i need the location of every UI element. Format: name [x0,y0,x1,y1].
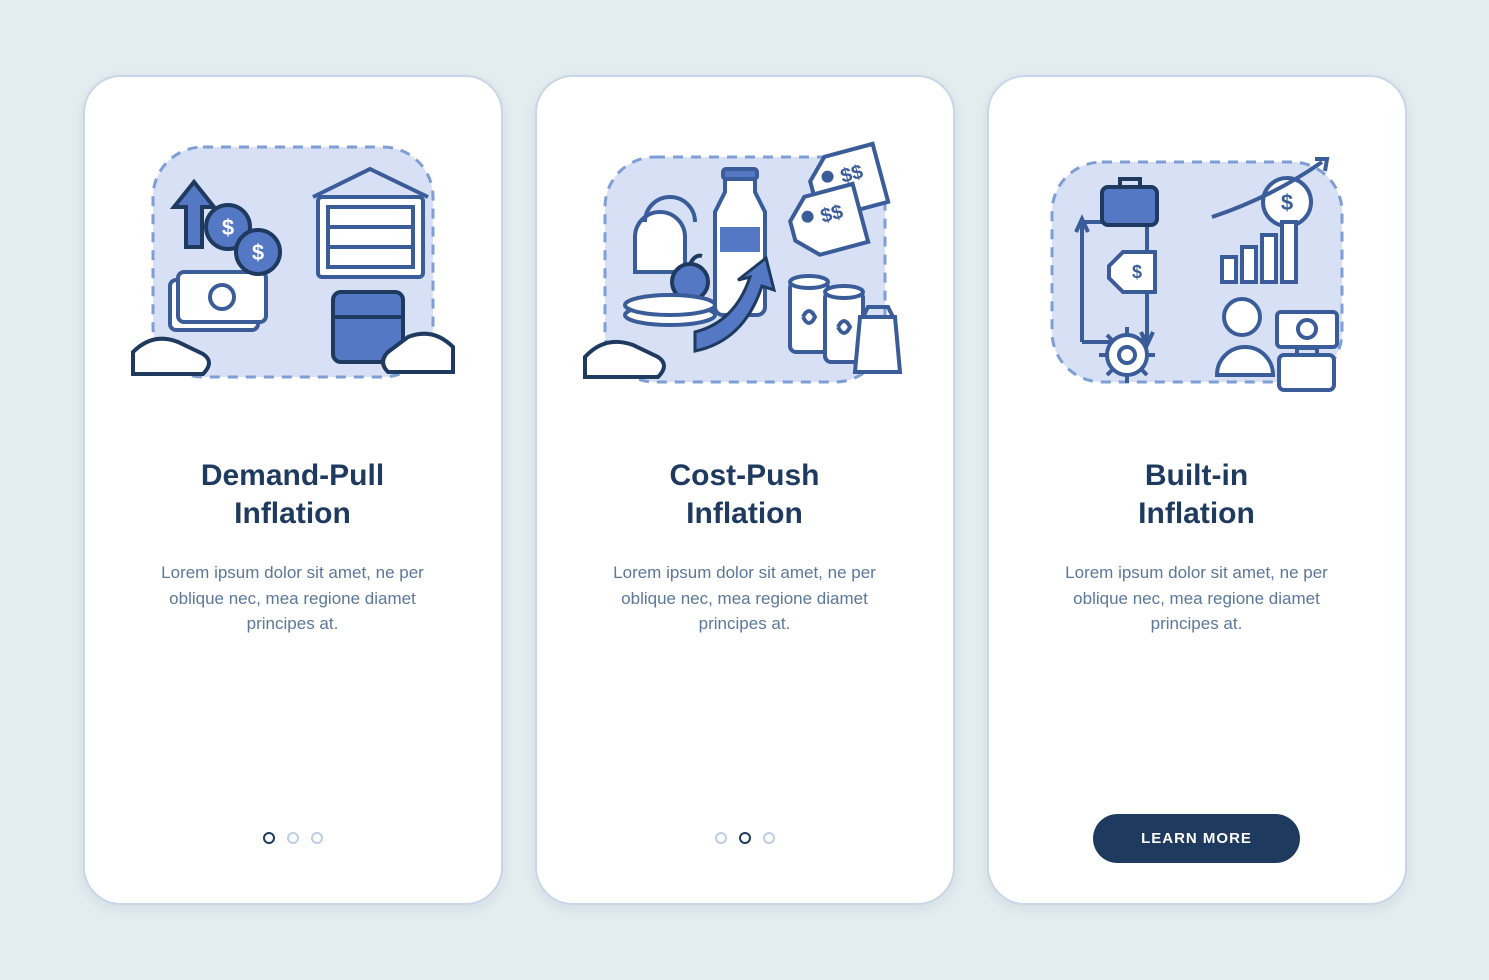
dot-1[interactable] [715,832,727,844]
svg-text:$: $ [1280,190,1292,215]
dot-2[interactable] [287,832,299,844]
svg-text:$: $ [221,215,233,240]
card-body: Lorem ipsum dolor sit amet, ne per obliq… [590,560,900,637]
card-body: Lorem ipsum dolor sit amet, ne per obliq… [138,560,448,637]
illustration-cost-push: $$ $$ [575,107,915,427]
dot-1[interactable] [263,832,275,844]
dot-3[interactable] [311,832,323,844]
learn-more-button[interactable]: LEARN MORE [1093,814,1300,863]
card-title: Cost-Push Inflation [670,457,820,532]
svg-text:$: $ [251,240,263,265]
illustration-demand-pull: $ $ [123,107,463,427]
card-footer [115,813,471,863]
svg-text:$: $ [1131,262,1141,282]
onboarding-card-built-in: $ $ [987,75,1407,905]
dot-2[interactable] [739,832,751,844]
dot-3[interactable] [763,832,775,844]
illustration-built-in: $ $ [1027,107,1367,427]
onboarding-card-demand-pull: $ $ Demand-Pull Inflation Lorem ipsum do… [83,75,503,905]
page-dots [263,832,323,844]
onboarding-card-cost-push: $$ $$ [535,75,955,905]
card-footer: LEARN MORE [1019,813,1375,863]
card-title: Demand-Pull Inflation [201,457,384,532]
page-dots [715,832,775,844]
card-footer [567,813,923,863]
card-title: Built-in Inflation [1138,457,1255,532]
card-body: Lorem ipsum dolor sit amet, ne per obliq… [1042,560,1352,637]
